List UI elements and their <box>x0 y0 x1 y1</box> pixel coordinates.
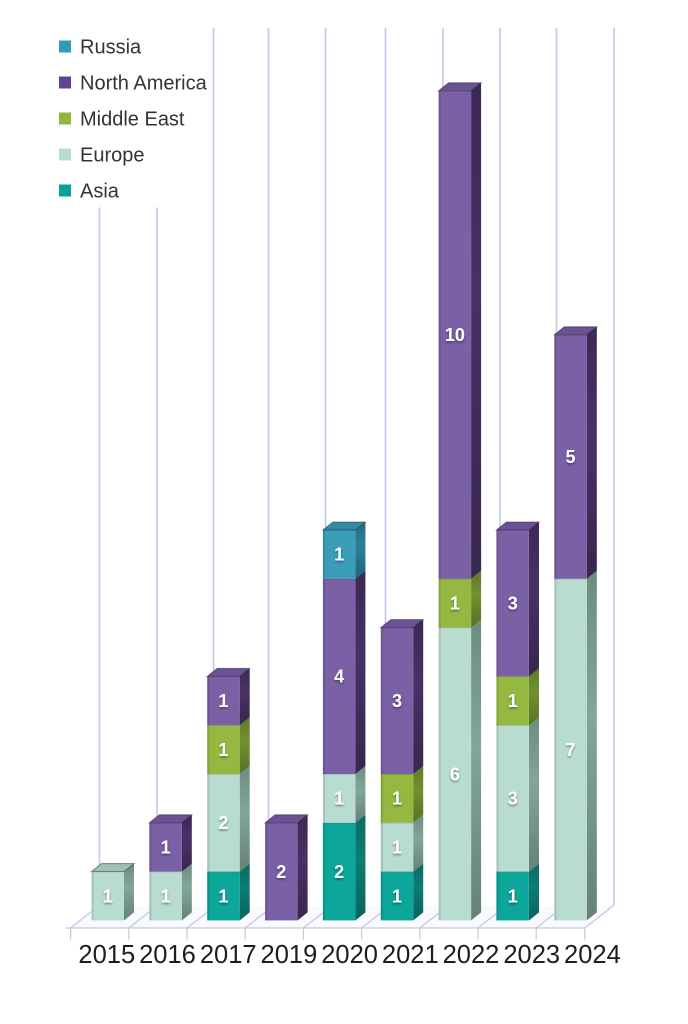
svg-text:2021: 2021 <box>382 941 439 969</box>
svg-text:2017: 2017 <box>200 941 257 969</box>
svg-text:10: 10 <box>445 325 465 345</box>
svg-text:2016: 2016 <box>139 941 196 969</box>
svg-text:7: 7 <box>565 740 575 760</box>
svg-text:1: 1 <box>334 545 344 565</box>
svg-text:Russia: Russia <box>80 36 142 58</box>
svg-text:4: 4 <box>334 667 344 687</box>
svg-text:1: 1 <box>161 886 171 906</box>
svg-text:1: 1 <box>392 838 402 858</box>
svg-text:2: 2 <box>334 862 344 882</box>
svg-text:1: 1 <box>161 838 171 858</box>
svg-text:1: 1 <box>218 691 228 711</box>
svg-text:2022: 2022 <box>443 941 500 969</box>
svg-text:Asia: Asia <box>80 180 120 202</box>
svg-text:North America: North America <box>80 72 208 94</box>
svg-text:2: 2 <box>276 862 286 882</box>
svg-text:2023: 2023 <box>503 941 560 969</box>
svg-text:3: 3 <box>508 789 518 809</box>
svg-text:3: 3 <box>508 594 518 614</box>
svg-text:1: 1 <box>450 594 460 614</box>
svg-text:5: 5 <box>565 447 575 467</box>
svg-text:2024: 2024 <box>564 941 621 969</box>
svg-text:1: 1 <box>392 886 402 906</box>
svg-text:2019: 2019 <box>261 941 318 969</box>
svg-text:Middle East: Middle East <box>80 108 185 130</box>
svg-text:1: 1 <box>508 886 518 906</box>
svg-text:3: 3 <box>392 691 402 711</box>
svg-text:1: 1 <box>218 886 228 906</box>
svg-text:1: 1 <box>508 691 518 711</box>
svg-text:1: 1 <box>334 789 344 809</box>
svg-text:6: 6 <box>450 764 460 784</box>
svg-text:2020: 2020 <box>321 941 378 969</box>
svg-text:1: 1 <box>103 886 113 906</box>
svg-text:2015: 2015 <box>78 941 135 969</box>
svg-text:1: 1 <box>218 740 228 760</box>
svg-text:1: 1 <box>392 789 402 809</box>
svg-text:Europe: Europe <box>80 144 145 166</box>
svg-text:2: 2 <box>218 813 228 833</box>
